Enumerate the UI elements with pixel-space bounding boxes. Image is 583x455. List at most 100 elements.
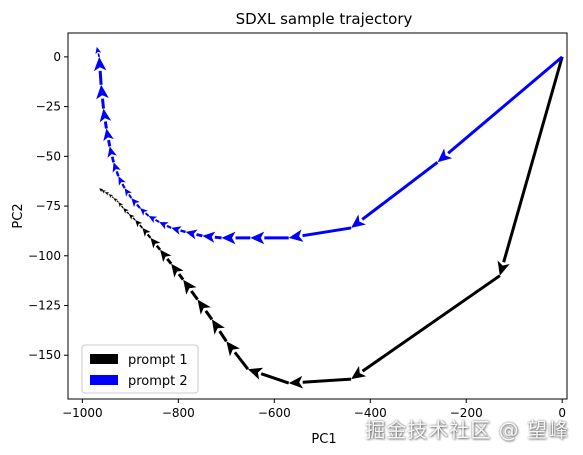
arrow-shaft [126, 211, 130, 215]
y-tick-label: 0 [53, 50, 61, 64]
arrow-shaft [110, 156, 115, 163]
y-axis-label: PC2 [11, 203, 26, 228]
arrow-head [123, 208, 129, 214]
arrow-head [124, 188, 132, 197]
x-tick-label: −400 [354, 406, 387, 420]
arrow-head [113, 198, 118, 203]
arrow-shaft [132, 217, 136, 221]
watermark-text: 掘金技术社区 @ 望峰 [365, 418, 569, 442]
arrow-shaft [155, 244, 162, 251]
arrow-head [96, 84, 109, 100]
arrow-shaft [502, 56, 564, 263]
arrow-head [99, 188, 104, 193]
arrow-shaft [447, 55, 564, 155]
arrow-head [93, 56, 107, 72]
x-tick-label: −800 [162, 406, 195, 420]
arrow-shaft [204, 310, 214, 321]
arrow-shaft [121, 205, 124, 209]
arrow-head [159, 222, 169, 230]
y-tick-label: −75 [36, 199, 61, 213]
x-tick-label: −1000 [62, 406, 103, 420]
x-tick-label: 0 [558, 406, 566, 420]
arrow-head [140, 208, 148, 216]
arrow-head [221, 231, 236, 245]
arrow-head [351, 214, 366, 228]
arrow-head [351, 365, 367, 380]
arrow-shaft [190, 290, 199, 301]
y-tick-label: −125 [28, 299, 61, 313]
series-prompt-2 [93, 46, 564, 245]
y-tick-label: −100 [28, 249, 61, 263]
arrow-shaft [177, 273, 185, 281]
arrow-head [185, 229, 198, 240]
arrow-head [148, 216, 158, 223]
x-tick-label: −600 [258, 406, 291, 420]
arrow-head [211, 319, 225, 335]
arrow-shaft [111, 196, 114, 199]
x-axis-label: PC1 [311, 432, 336, 447]
arrow-shaft [101, 189, 103, 192]
arrow-shaft [302, 377, 352, 384]
y-tick-label: −25 [36, 100, 61, 114]
arrow-shaft [166, 257, 173, 265]
arrow-head [202, 231, 216, 243]
arrow-head [171, 226, 182, 235]
arrow-head [104, 192, 110, 196]
arrow-head [150, 237, 161, 249]
arrow-head [99, 108, 112, 123]
arrow-shaft [154, 218, 160, 223]
arrow-shaft [121, 183, 126, 189]
legend-swatch-prompt-1 [90, 354, 118, 364]
arrow-shaft [97, 53, 101, 58]
arrow-shaft [139, 224, 144, 229]
y-tick-label: −50 [36, 149, 61, 163]
arrow-head [108, 194, 114, 199]
legend-swatch-prompt-2 [90, 375, 118, 385]
arrow-shaft [214, 235, 222, 240]
arrow-shaft [196, 233, 203, 238]
arrow-shaft [136, 203, 141, 209]
arrow-shaft [166, 224, 172, 229]
arrow-shaft [218, 330, 228, 343]
arrow-shaft [260, 372, 290, 385]
arrow-shaft [116, 200, 119, 203]
arrow-head [197, 299, 211, 315]
arrow-head [171, 263, 184, 278]
arrow-shaft [302, 226, 352, 238]
arrow-head [135, 220, 143, 228]
plot-frame [67, 32, 568, 400]
arrow-head [131, 198, 140, 208]
x-tick-label: −200 [450, 406, 483, 420]
arrow-head [160, 249, 172, 263]
arrow-head [142, 227, 151, 237]
y-tick-label: −150 [28, 348, 61, 362]
arrow-head [437, 148, 453, 163]
arrow-head [247, 367, 264, 380]
legend-label-prompt-2: prompt 2 [128, 374, 188, 389]
arrow-shaft [128, 194, 133, 199]
arrow-shaft [103, 121, 108, 129]
legend: prompt 1 prompt 2 [81, 344, 199, 394]
arrow-head [226, 341, 240, 357]
arrow-shaft [180, 229, 186, 234]
arrow-shaft [115, 170, 120, 177]
arrow-head [288, 375, 304, 389]
arrow-shaft [107, 139, 112, 147]
series-prompt-1 [99, 56, 564, 389]
arrow-head [250, 231, 265, 245]
legend-label-prompt-1: prompt 1 [128, 353, 188, 368]
arrow-shaft [144, 212, 150, 217]
chart-title: SDXL sample trajectory [236, 10, 413, 28]
arrow-head [107, 146, 117, 158]
arrow-head [183, 279, 197, 295]
arrow-shaft [98, 70, 103, 85]
arrow-head [95, 46, 102, 55]
arrow-shaft [146, 233, 152, 239]
arrow-head [112, 162, 121, 173]
arrow-head [118, 176, 126, 186]
arrow-shaft [361, 161, 439, 221]
arrow-head [103, 128, 114, 142]
arrow-head [118, 202, 124, 208]
arrow-head [288, 229, 304, 242]
